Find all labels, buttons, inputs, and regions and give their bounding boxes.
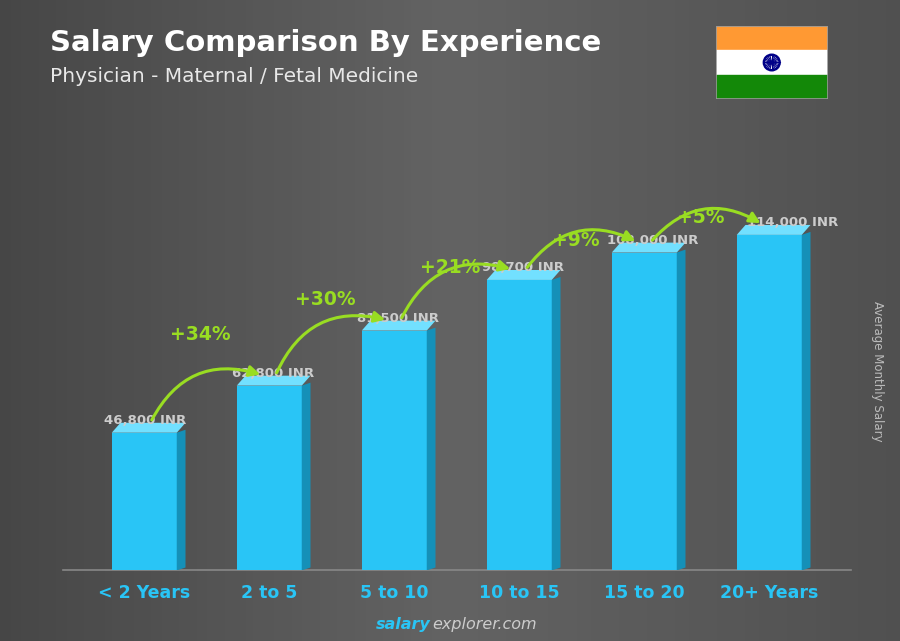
Bar bbox=[362, 331, 427, 570]
Bar bbox=[737, 235, 802, 570]
Bar bbox=[237, 386, 302, 570]
Text: Average Monthly Salary: Average Monthly Salary bbox=[871, 301, 884, 442]
Text: salary: salary bbox=[375, 617, 430, 633]
Bar bbox=[716, 26, 828, 50]
Bar bbox=[716, 50, 828, 75]
Polygon shape bbox=[427, 328, 436, 570]
Polygon shape bbox=[112, 423, 185, 433]
Text: +5%: +5% bbox=[677, 208, 724, 227]
Polygon shape bbox=[302, 383, 310, 570]
Bar bbox=[612, 253, 677, 570]
Polygon shape bbox=[802, 232, 811, 570]
Polygon shape bbox=[362, 320, 436, 331]
Polygon shape bbox=[677, 249, 686, 570]
Text: 81,500 INR: 81,500 INR bbox=[356, 312, 439, 325]
Polygon shape bbox=[237, 376, 310, 386]
Polygon shape bbox=[612, 242, 686, 253]
Text: +34%: +34% bbox=[170, 326, 230, 344]
Text: +9%: +9% bbox=[552, 231, 599, 250]
Text: Salary Comparison By Experience: Salary Comparison By Experience bbox=[50, 29, 601, 57]
Bar bbox=[716, 75, 828, 99]
Circle shape bbox=[770, 62, 773, 63]
Bar bbox=[112, 433, 176, 570]
Text: 98,700 INR: 98,700 INR bbox=[482, 261, 563, 274]
Text: +30%: +30% bbox=[295, 290, 356, 309]
Polygon shape bbox=[487, 270, 561, 280]
Text: 108,000 INR: 108,000 INR bbox=[607, 234, 698, 247]
Text: 114,000 INR: 114,000 INR bbox=[747, 216, 838, 229]
Polygon shape bbox=[552, 277, 561, 570]
Polygon shape bbox=[176, 429, 185, 570]
Bar bbox=[487, 280, 552, 570]
Text: 62,800 INR: 62,800 INR bbox=[232, 367, 314, 379]
Text: explorer.com: explorer.com bbox=[432, 617, 536, 633]
Text: Physician - Maternal / Fetal Medicine: Physician - Maternal / Fetal Medicine bbox=[50, 67, 418, 87]
Text: 46,800 INR: 46,800 INR bbox=[104, 414, 186, 427]
Text: +21%: +21% bbox=[420, 258, 481, 277]
Polygon shape bbox=[737, 225, 811, 235]
